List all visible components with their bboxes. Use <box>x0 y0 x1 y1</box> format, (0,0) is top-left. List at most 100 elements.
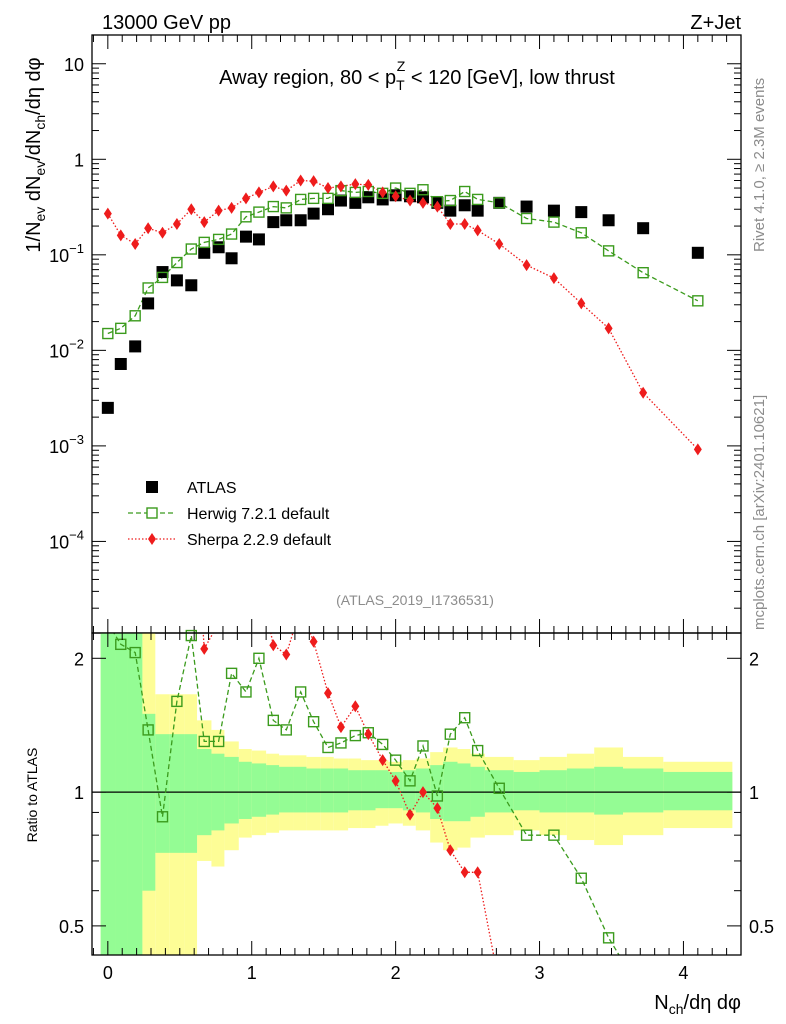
herwig-ratio-point-9 <box>225 667 238 680</box>
herwig-ratio-point-15 <box>307 716 320 728</box>
atlas-point-28 <box>493 196 506 209</box>
herwig-point-12 <box>267 200 280 213</box>
x-tick-label: 3 <box>535 963 545 983</box>
atlas-point-16 <box>322 203 334 216</box>
atlas-point-26 <box>458 199 471 212</box>
herwig-point-25 <box>444 194 457 207</box>
y-tick-label: 10−2 <box>49 336 84 361</box>
herwig-point-28 <box>493 197 505 209</box>
ratio-uncertainty-band-green <box>127 633 143 955</box>
herwig-point-5 <box>171 256 183 269</box>
ratio-uncertainty-band-green <box>279 766 294 813</box>
sherpa-ratio-point-25 <box>446 844 455 857</box>
ratio-uncertainty-band-green <box>100 633 116 955</box>
atlas-point-25 <box>444 204 457 217</box>
sherpa-ratio-point-16 <box>324 687 332 700</box>
sherpa-ratio-point-13 <box>282 648 291 661</box>
atlas-point-12 <box>267 216 280 229</box>
herwig-point-30 <box>548 216 560 228</box>
sherpa-point-34 <box>693 443 702 456</box>
atlas-point-14 <box>294 214 307 227</box>
atlas-point-11 <box>252 233 265 246</box>
herwig-ratio-point-23 <box>417 740 429 752</box>
ratio-uncertainty-band-green <box>402 770 416 811</box>
atlas-point-30 <box>547 204 560 217</box>
sherpa-point-19 <box>364 178 373 191</box>
herwig-point-34 <box>692 295 704 307</box>
herwig-point-15 <box>307 192 320 205</box>
atlas-point-3 <box>142 297 155 310</box>
sherpa-point-27 <box>473 224 482 237</box>
herwig-ratio-point-5 <box>171 695 183 708</box>
ratio-y-axis-label: Ratio to ATLAS <box>24 748 40 843</box>
sherpa-ratio-point-24 <box>433 802 442 815</box>
ratio-uncertainty-band-green <box>184 734 198 853</box>
sherpa-point-3 <box>144 222 153 235</box>
rivet-version-label: Rivet 4.1.0, ≥ 2.3M events <box>751 78 768 252</box>
legend-label-herwig: Herwig 7.2.1 default <box>187 506 330 523</box>
herwig-point-8 <box>212 233 225 246</box>
sherpa-point-4 <box>158 226 167 239</box>
atlas-point-31 <box>575 206 588 219</box>
herwig-point-14 <box>294 193 307 206</box>
sherpa-point-15 <box>309 175 318 188</box>
atlas-point-20 <box>376 193 389 206</box>
atlas-point-5 <box>170 274 183 287</box>
ratio-uncertainty-band-green <box>375 770 389 809</box>
herwig-point-23 <box>417 184 429 196</box>
herwig-ratio-point-3 <box>142 724 154 736</box>
herwig-ratio-point-30 <box>548 829 560 841</box>
herwig-point-31 <box>575 227 587 239</box>
herwig-ratio-point-27 <box>471 744 484 757</box>
atlas-point-1 <box>114 357 127 370</box>
herwig-point-29 <box>520 212 533 225</box>
herwig-ratio-point-21 <box>389 754 402 766</box>
y-tick-label: 1 <box>74 783 84 803</box>
main-panel: Away region, 80 < pTZ < 120 [GeV], low t… <box>49 34 742 634</box>
sherpa-line <box>107 179 699 450</box>
ratio-uncertainty-band-green <box>306 768 321 813</box>
atlas-point-7 <box>198 246 211 259</box>
herwig-point-3 <box>142 282 154 294</box>
legend: ATLAS Herwig 7.2.1 default Sherpa 2.2.9 de… <box>128 480 332 549</box>
legend-marker-herwig <box>146 507 158 519</box>
atlas-point-6 <box>185 279 198 292</box>
ratio-uncertainty-band-green <box>333 768 349 813</box>
header-right: Z+Jet <box>690 12 741 34</box>
sherpa-point-20 <box>378 186 387 199</box>
y-tick-label-right: 0.5 <box>749 917 774 937</box>
sherpa-ratio-point-19 <box>364 728 373 741</box>
atlas-point-19 <box>362 191 375 204</box>
ratio-uncertainty-band-green <box>142 713 156 891</box>
herwig-ratio-point-26 <box>459 712 471 724</box>
atlas-point-8 <box>212 241 225 254</box>
legend-marker-sherpa <box>148 533 156 545</box>
herwig-ratio-point-10 <box>240 686 252 698</box>
herwig-ratio-point-12 <box>267 714 280 727</box>
herwig-ratio-point-11 <box>253 652 265 664</box>
sherpa-ratio-point-26 <box>460 866 469 879</box>
herwig-ratio-point-1 <box>115 638 127 651</box>
ratio-uncertainty-band-green <box>251 763 267 817</box>
atlas-point-9 <box>225 252 238 265</box>
x-axis-label: Nch/dη dφ <box>654 992 741 1017</box>
x-tick-label: 1 <box>247 963 257 983</box>
sherpa-point-28 <box>495 237 504 250</box>
atlas-point-33 <box>637 222 650 235</box>
atlas-point-10 <box>239 230 252 243</box>
x-tick-label: 0 <box>103 963 113 983</box>
sherpa-point-33 <box>639 386 648 399</box>
ratio-uncertainty-band-green <box>623 768 664 813</box>
y-tick-label: 10−4 <box>49 527 84 552</box>
herwig-ratio-point-22 <box>404 775 416 787</box>
ratio-frame <box>91 632 742 956</box>
sherpa-ratio-point-7 <box>200 642 209 655</box>
y-tick-label: 1 <box>74 150 84 170</box>
x-tick-label: 2 <box>391 963 401 983</box>
y-tick-label: 0.5 <box>59 917 84 937</box>
header-left: 13000 GeV pp <box>102 12 231 34</box>
sherpa-point-26 <box>460 218 469 231</box>
sherpa-point-21 <box>391 190 400 203</box>
herwig-ratio-point-28 <box>493 782 505 794</box>
sherpa-point-6 <box>187 203 196 216</box>
